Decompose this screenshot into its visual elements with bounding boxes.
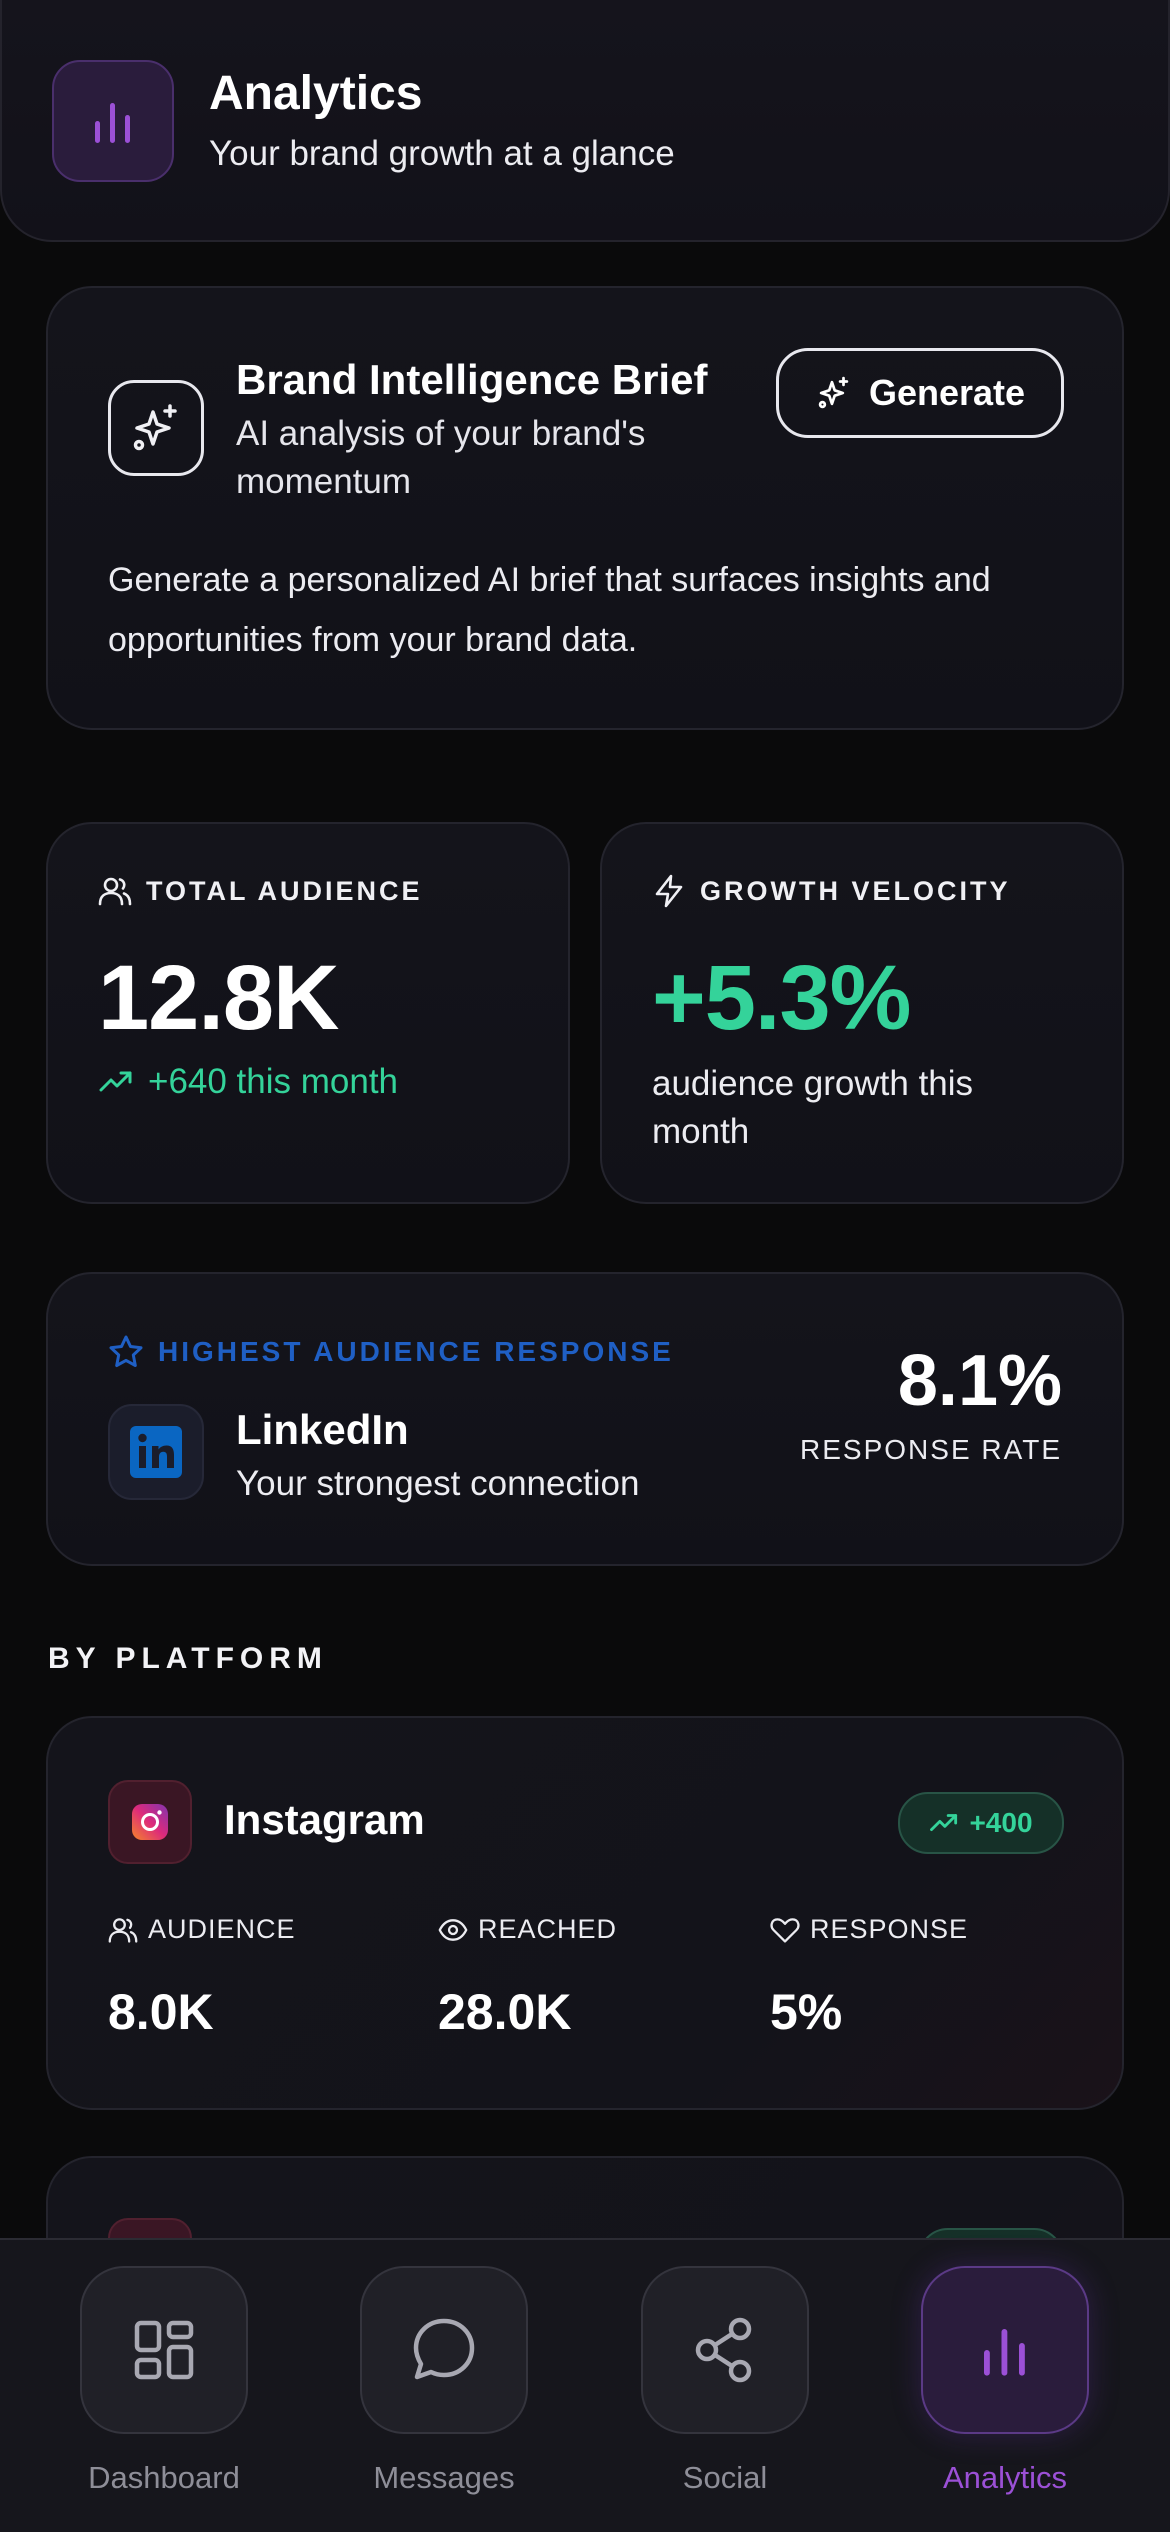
nav-button[interactable]: [921, 2266, 1089, 2434]
platform-card-instagram[interactable]: Instagram +400 AUDIENCE 8.0K REACHED: [46, 1716, 1124, 2110]
brief-description: Generate a personalized AI brief that su…: [108, 561, 991, 659]
star-icon: [109, 1335, 143, 1367]
metric-reached: REACHED 28.0K: [438, 1914, 618, 2040]
metric-value: 8.0K: [108, 1984, 214, 2040]
nav-button[interactable]: [80, 2266, 248, 2434]
audience-change: +640 this month: [98, 1062, 398, 1102]
instagram-badge: [108, 1780, 192, 1864]
instagram-icon: [132, 1804, 168, 1840]
eye-icon: [438, 1918, 468, 1941]
growth-velocity-card: GROWTH VELOCITY +5.3% audience growth th…: [600, 822, 1124, 1204]
metric-response: RESPONSE 5%: [770, 1914, 969, 2040]
chat-bubble-icon: [413, 2318, 475, 2380]
nav-item-social[interactable]: Social: [640, 2266, 810, 2496]
sparkle-icon: [818, 376, 849, 409]
section-heading: BY PLATFORM: [48, 1642, 328, 1675]
sparkle-badge: [108, 380, 204, 476]
trending-up-icon: [99, 1071, 132, 1092]
growth-velocity-label: GROWTH VELOCITY: [652, 874, 1011, 908]
linkedin-badge: [108, 1404, 204, 1500]
share-icon: [695, 2317, 752, 2383]
nav-label: Dashboard: [88, 2460, 240, 2495]
metric-value: 5%: [770, 1984, 843, 2040]
generate-button-label: Generate: [868, 372, 1026, 413]
highest-response-label: HIGHEST AUDIENCE RESPONSE: [108, 1334, 674, 1370]
nav-item-messages[interactable]: Messages: [359, 2266, 529, 2496]
response-rate-value: 8.1%: [897, 1341, 1062, 1421]
growth-velocity-note: audience growth this month: [652, 1064, 974, 1151]
bar-chart-icon: [984, 2329, 1025, 2376]
growth-badge: +400: [898, 1792, 1064, 1854]
sparkle-icon: [133, 404, 177, 451]
lightning-icon: [655, 874, 683, 908]
nav-label: Social: [682, 2460, 768, 2495]
response-rate-label: RESPONSE RATE: [800, 1434, 1062, 1465]
nav-button[interactable]: [360, 2266, 528, 2434]
trending-up-icon: [930, 1814, 958, 1832]
brief-title: Brand Intelligence Brief: [236, 356, 708, 403]
page-title: Analytics: [209, 67, 423, 120]
page-subtitle: Your brand growth at a glance: [209, 134, 675, 173]
metric-audience: AUDIENCE 8.0K: [108, 1914, 296, 2040]
total-audience-card: TOTAL AUDIENCE 12.8K +640 this month: [46, 822, 570, 1204]
brand-brief-card: Brand Intelligence Brief AI analysis of …: [46, 286, 1124, 730]
metric-value: 28.0K: [438, 1984, 572, 2040]
app-header: Analytics Your brand growth at a glance: [0, 0, 1170, 242]
generate-button[interactable]: Generate: [776, 348, 1064, 438]
highest-response-card: HIGHEST AUDIENCE RESPONSE LinkedIn Your …: [46, 1272, 1124, 1566]
top-platform-subtitle: Your strongest connection: [236, 1464, 640, 1503]
grid-icon: [134, 2320, 194, 2380]
nav-button[interactable]: [641, 2266, 809, 2434]
analytics-logo: [52, 60, 174, 182]
platform-name: Instagram: [224, 1796, 425, 1843]
total-audience-label: TOTAL AUDIENCE: [98, 874, 423, 908]
nav-item-dashboard[interactable]: Dashboard: [79, 2266, 249, 2496]
bar-chart-icon: [95, 103, 130, 143]
users-icon: [108, 1917, 138, 1943]
users-icon: [98, 877, 132, 906]
bottom-navigation: Dashboard Messages Social: [0, 2238, 1170, 2532]
top-platform-name: LinkedIn: [236, 1406, 409, 1453]
nav-label: Messages: [373, 2460, 515, 2495]
total-audience-value: 12.8K: [98, 947, 339, 1049]
nav-item-analytics[interactable]: Analytics: [920, 2266, 1090, 2496]
brief-subtitle: AI analysis of your brand's momentum: [236, 414, 646, 501]
heart-icon: [770, 1917, 800, 1943]
growth-velocity-value: +5.3%: [652, 947, 911, 1049]
linkedin-icon: [130, 1426, 182, 1478]
nav-label: Analytics: [942, 2460, 1068, 2495]
